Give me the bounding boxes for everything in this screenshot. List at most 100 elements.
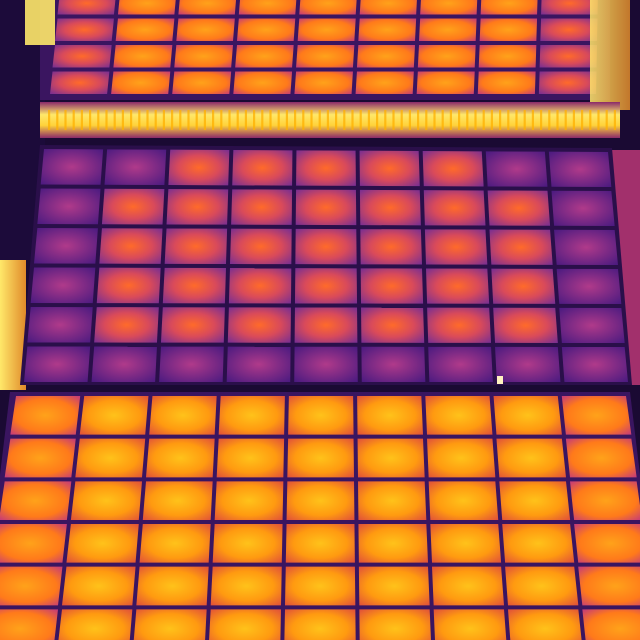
panel-cell [358,18,417,41]
panel-cell [136,566,209,606]
panel-cell [297,18,356,41]
strip-tick [121,110,124,130]
panel-cell [360,268,424,304]
panel-cell [493,307,558,343]
strip-tick [376,110,379,130]
strip-tick [605,110,608,130]
panel-cell [505,566,579,606]
panel-cell [159,346,224,382]
strip-tick [105,110,108,130]
panel-cell [357,438,425,478]
panel-cell [582,609,640,640]
panel-cell [174,45,233,68]
panel-cell [294,346,358,382]
panel-cell [168,149,230,186]
panel-cell [357,396,423,435]
strip-tick [146,110,149,130]
panel-cell [299,0,357,15]
panel-cell [0,609,58,640]
strip-tick [400,110,403,130]
middle-panel-row [0,145,640,390]
panel-cell [235,45,294,68]
panel-cell [30,267,96,304]
panel-cell [34,228,98,264]
panel-cell [423,190,486,226]
panel-cell [570,481,640,520]
strip-tick [482,110,485,130]
panel-cell [285,566,356,606]
panel-cell [356,45,415,68]
strip-tick [384,110,387,130]
panel-cell [428,346,493,382]
panel-cell [4,438,76,478]
panel-cell [40,149,104,185]
strip-tick [253,110,256,130]
strip-tick [56,110,59,130]
strip-tick [392,110,395,130]
strip-tick [171,110,174,130]
panel-cell [551,190,615,226]
panel-cell [541,0,598,15]
strip-tick [466,110,469,130]
strip-tick [359,110,362,130]
hot-gap-strip [40,102,620,138]
strip-tick [187,110,190,130]
strip-tick [458,110,461,130]
strip-tick [302,110,305,130]
panel-cell [232,150,293,186]
panel-cell [578,566,640,606]
panel-cell [111,71,171,94]
panel-cell [0,524,67,563]
strip-tick [269,110,272,130]
panel-cell [485,151,548,187]
strip-tick [548,110,551,130]
panel-cell [233,71,293,94]
strip-tick [417,110,420,130]
panel-cell [115,18,175,41]
panel-cell [237,18,296,41]
strip-tick [138,110,141,130]
strip-tick [581,110,584,130]
panel-cell [359,0,417,15]
strip-tick [425,110,428,130]
panel-cell [75,438,146,478]
panel-cell [479,18,538,41]
panel-cell [210,566,282,606]
panel-cell [358,481,427,520]
panel-cell [99,228,163,264]
panel-cell [561,346,628,382]
panel-cell [427,307,492,343]
panel-cell [508,609,582,640]
panel-cell [496,438,566,478]
panel-cell [172,71,232,94]
panel-cell [178,0,237,15]
strip-tick [220,110,223,130]
panel-cell [37,188,101,225]
strip-tick [540,110,543,130]
panel-cell [358,566,430,606]
panel-cell [176,18,235,41]
panel-cell [0,566,63,606]
panel-cell [226,346,291,382]
panel-cell [142,481,213,520]
panel-cell [416,71,475,94]
panel-cell [424,229,488,265]
panel-cell [422,151,484,187]
strip-tick [244,110,247,130]
strip-tick [318,110,321,130]
panel-cell [539,45,597,68]
strip-tick [179,110,182,130]
strip-tick [89,110,92,130]
strip-tick [285,110,288,130]
panel-cell [55,18,114,41]
panel-cell [218,396,285,435]
strip-tick [236,110,239,130]
strip-tick [449,110,452,130]
strip-tick [335,110,338,130]
strip-tick [474,110,477,130]
strip-tick [367,110,370,130]
strip-tick [228,110,231,130]
panel-cell [286,481,355,520]
panel-cell [70,481,142,520]
strip-tick [523,110,526,130]
